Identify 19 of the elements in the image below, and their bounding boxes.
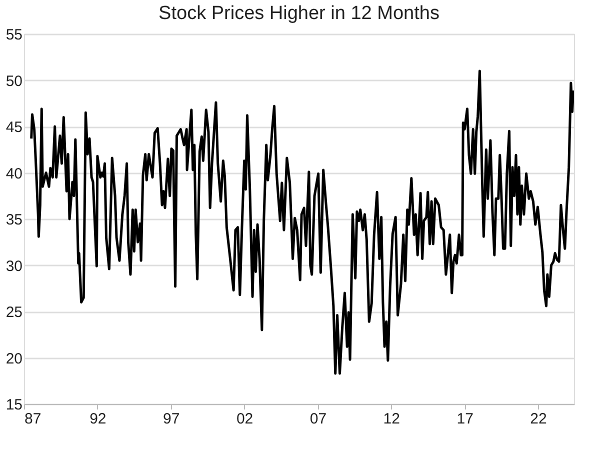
x-tick-label: 17 — [456, 410, 474, 428]
x-tick-label: 97 — [163, 410, 180, 428]
x-tick-label: 12 — [383, 410, 400, 428]
y-tick-label: 30 — [6, 258, 22, 275]
x-tick-label: 02 — [236, 410, 254, 428]
line-series — [30, 70, 574, 375]
y-tick-label: 55 — [6, 26, 22, 44]
x-tick-label: 22 — [530, 410, 547, 428]
x-tick-label: 92 — [90, 410, 106, 428]
y-tick-label: 50 — [6, 72, 22, 90]
x-tick-label: 87 — [24, 410, 42, 428]
chart-title: Stock Prices Higher in 12 Months — [158, 3, 440, 24]
y-tick-label: 25 — [6, 304, 22, 321]
y-tick-label: 35 — [6, 212, 22, 228]
y-tick-label: 20 — [6, 350, 22, 368]
y-tick-label: 40 — [6, 165, 22, 182]
x-tick-label: 07 — [310, 410, 327, 428]
y-tick-label: 15 — [6, 396, 22, 414]
y-tick-label: 45 — [6, 119, 22, 136]
